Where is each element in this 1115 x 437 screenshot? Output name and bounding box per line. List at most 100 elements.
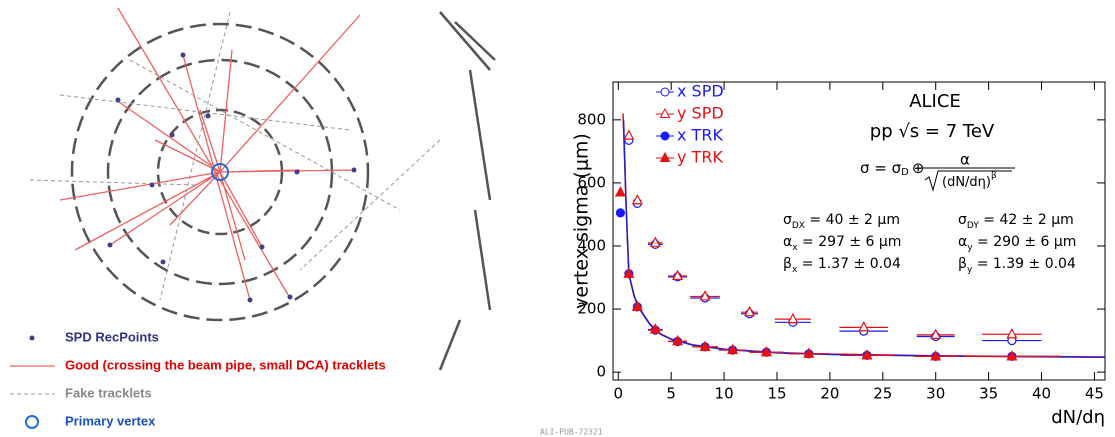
y-axis-label: vertex sigma (μm) — [571, 133, 593, 309]
event-display — [10, 7, 496, 429]
param-symbol: β — [783, 256, 792, 272]
good-tracklets — [59, 7, 361, 301]
point — [1006, 327, 1018, 339]
param-symbol: α — [958, 234, 967, 250]
param-value: = 1.37 ± 0.04 — [797, 256, 901, 272]
legend-label: Fake tracklets — [65, 385, 152, 400]
point — [672, 269, 684, 281]
point — [631, 300, 643, 311]
point — [930, 350, 942, 361]
point — [743, 305, 755, 317]
param-symbol: β — [958, 256, 967, 272]
param-value: = 290 ± 6 μm — [973, 234, 1077, 250]
x-tick-label: 5 — [666, 385, 676, 403]
point — [858, 321, 870, 332]
fit-parameter: βx = 1.37 ± 0.04 — [783, 256, 901, 275]
x-tick-label: 35 — [979, 385, 998, 403]
rec-points — [107, 52, 357, 303]
y-tick-label: 600 — [577, 173, 606, 191]
outer-layer — [438, 11, 496, 371]
x-tick-label: 25 — [873, 385, 892, 403]
x-tick-label: 0 — [614, 385, 624, 403]
formula-part: (dN/dη) — [942, 175, 991, 190]
legend-label: x TRK — [677, 126, 723, 145]
param-sub: x — [792, 265, 798, 275]
x-tick-label: 20 — [820, 385, 839, 403]
point — [699, 290, 711, 301]
legend-marker — [659, 107, 671, 118]
point — [930, 328, 942, 340]
fit-parameter: αx = 297 ± 6 μm — [783, 234, 901, 253]
point — [649, 236, 661, 247]
point — [861, 349, 873, 360]
formula-part: σ = σ — [860, 159, 902, 177]
formula: σ = σD ⊕ — [860, 159, 924, 179]
legend-label: x SPD — [677, 82, 724, 101]
formula-sub: D — [901, 167, 909, 178]
param-symbol: σ — [958, 212, 967, 228]
fit-parameter: αy = 290 ± 6 μm — [958, 234, 1076, 253]
x-axis-label: dN/dη — [1051, 407, 1105, 428]
point — [699, 340, 711, 351]
param-symbol: α — [783, 234, 792, 250]
point — [727, 343, 739, 355]
legend-marker — [660, 87, 670, 97]
y-tick-label: 400 — [577, 236, 606, 254]
point — [760, 345, 772, 357]
legend-dot — [29, 335, 35, 341]
fake-tracklets — [29, 11, 441, 301]
spd-outer-layer — [106, 58, 334, 286]
plot-frame — [612, 81, 1106, 381]
legend-marker — [659, 151, 671, 162]
footer: ALI-PUB-72321 — [540, 428, 603, 437]
point — [614, 186, 626, 197]
param-sub: DY — [967, 221, 979, 231]
formula-den: (dN/dη)β — [942, 171, 997, 190]
x-tick-label: 15 — [767, 385, 786, 403]
param-value: = 1.39 ± 0.04 — [972, 256, 1076, 272]
point — [803, 347, 815, 358]
param-sub: x — [792, 243, 798, 253]
fit-parameter: σDX = 40 ± 2 μm — [783, 212, 900, 231]
x-tick-label: 30 — [926, 385, 945, 403]
point — [649, 323, 661, 334]
point — [623, 129, 635, 140]
point — [615, 208, 626, 218]
spd-inner-layer — [156, 108, 284, 236]
point — [1006, 350, 1018, 361]
y-tick-label: 800 — [577, 110, 606, 128]
point — [672, 334, 684, 346]
point — [787, 312, 799, 324]
root-sign — [924, 170, 1012, 192]
legend-label: SPD RecPoints — [65, 329, 159, 344]
formula-num: α — [960, 151, 970, 169]
legend-marker — [660, 131, 670, 141]
x-tick-label: 45 — [1085, 385, 1104, 403]
param-sub: y — [967, 265, 973, 275]
y-tick-label: 200 — [577, 300, 606, 318]
point — [631, 193, 643, 205]
annotation: ALICE — [909, 91, 961, 112]
param-value: = 40 ± 2 μm — [805, 212, 900, 228]
legend-label: y TRK — [677, 148, 723, 167]
x-tick-label: 10 — [715, 385, 734, 403]
param-sub: y — [967, 243, 973, 253]
primary-vertex — [211, 163, 229, 181]
formula-part: ⊕ — [912, 159, 925, 177]
y-tick-label: 0 — [596, 363, 606, 381]
param-symbol: σ — [783, 212, 792, 228]
sdd-layer — [70, 22, 370, 322]
legend-label: Primary vertex — [65, 413, 156, 428]
x-tick-label: 40 — [1032, 385, 1051, 403]
legend-label: Good (crossing the beam pipe, small DCA)… — [65, 357, 386, 372]
param-value: = 297 ± 6 μm — [798, 234, 902, 250]
formula-sup: β — [991, 171, 997, 181]
param-value: = 42 ± 2 μm — [979, 212, 1074, 228]
point — [623, 267, 635, 278]
fit-parameter: σDY = 42 ± 2 μm — [958, 212, 1074, 231]
fit-parameter: βy = 1.39 ± 0.04 — [958, 256, 1076, 275]
legend-vertex — [25, 415, 39, 429]
legend-label: y SPD — [677, 104, 724, 123]
annotation: pp √s = 7 TeV — [870, 121, 995, 142]
